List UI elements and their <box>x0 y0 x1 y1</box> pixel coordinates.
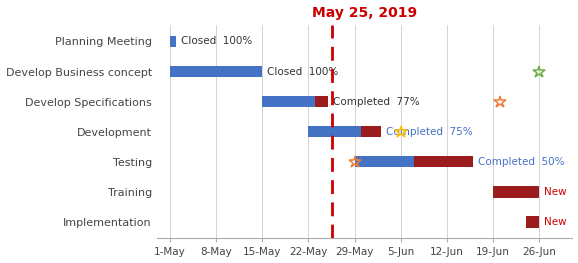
Bar <box>414 156 473 168</box>
Text: New: New <box>544 187 566 197</box>
Bar <box>493 186 539 198</box>
Bar <box>361 126 381 137</box>
Title: May 25, 2019: May 25, 2019 <box>312 6 417 19</box>
Bar <box>262 96 315 107</box>
Text: New: New <box>544 217 566 227</box>
Bar <box>170 66 262 77</box>
Bar <box>526 216 539 227</box>
Text: Completed  77%: Completed 77% <box>333 97 420 107</box>
Text: Closed  100%: Closed 100% <box>181 37 253 47</box>
Bar <box>309 126 361 137</box>
Bar <box>315 96 328 107</box>
Text: Completed  75%: Completed 75% <box>386 127 472 137</box>
Bar <box>355 156 414 168</box>
Text: Completed  50%: Completed 50% <box>478 157 565 167</box>
Text: Closed  100%: Closed 100% <box>267 67 338 77</box>
Bar <box>170 36 176 47</box>
